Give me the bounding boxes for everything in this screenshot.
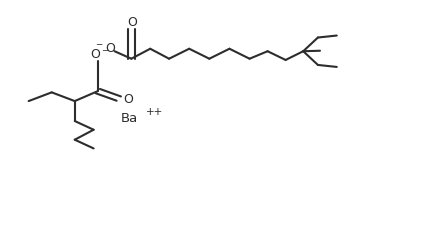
Text: $\mathsf{O^-}$: $\mathsf{O^-}$	[90, 48, 110, 61]
Text: O: O	[127, 16, 137, 29]
Text: O: O	[123, 93, 133, 106]
Text: $\mathsf{{}^-O}$: $\mathsf{{}^-O}$	[94, 42, 116, 55]
Text: Ba: Ba	[121, 112, 138, 125]
Text: ++: ++	[146, 107, 163, 116]
